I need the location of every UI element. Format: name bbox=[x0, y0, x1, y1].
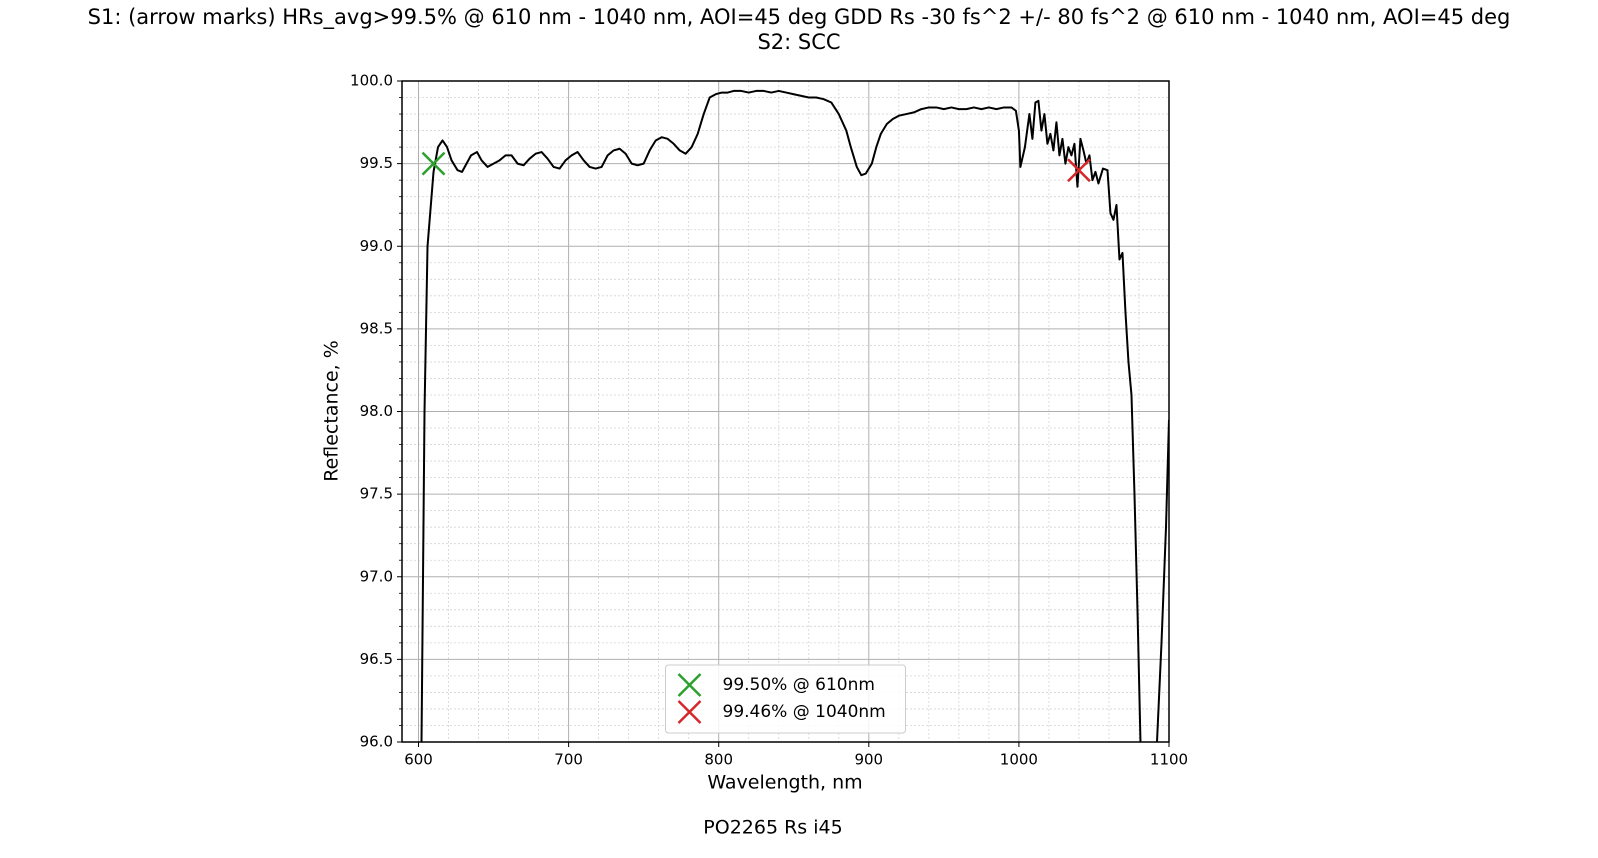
line bbox=[420, 89, 1169, 742]
legend-marker bbox=[677, 673, 702, 697]
y-tick-label: 97.0 bbox=[360, 567, 393, 585]
y-tick-label: 96.5 bbox=[360, 650, 393, 668]
x-tick-label: 1000 bbox=[1000, 751, 1038, 769]
x-tick-label: 600 bbox=[404, 751, 433, 769]
chart-subtitle: S2: SCC bbox=[757, 30, 840, 54]
legend-box bbox=[665, 664, 906, 734]
y-tick-label: 98.5 bbox=[360, 319, 393, 337]
y-tick-label: 97.5 bbox=[360, 485, 393, 503]
y-tick-label: 99.5 bbox=[360, 154, 393, 172]
legend-label: 99.46% @ 1040nm bbox=[723, 702, 886, 722]
y-tick-label: 98.0 bbox=[360, 402, 393, 420]
chart-title: S1: (arrow marks) HRs_avg>99.5% @ 610 nm… bbox=[88, 5, 1511, 30]
x-tick-label: 800 bbox=[704, 751, 733, 769]
marker bbox=[421, 151, 446, 176]
y-tick-label: 100.0 bbox=[350, 72, 393, 90]
y-tick-label: 96.0 bbox=[360, 733, 393, 751]
plot-frame bbox=[401, 80, 1170, 743]
y-axis-label: Reflectance, % bbox=[321, 340, 343, 482]
y-tick-label: 99.0 bbox=[360, 237, 393, 255]
x-tick-label: 1100 bbox=[1150, 751, 1188, 769]
x-axis-label: Wavelength, nm bbox=[707, 772, 862, 794]
x-tick-label: 900 bbox=[854, 751, 883, 769]
plot-area bbox=[420, 89, 1169, 742]
legend-label: 99.50% @ 610nm bbox=[723, 675, 875, 695]
legend-marker bbox=[677, 700, 702, 724]
x-tick-label: 700 bbox=[554, 751, 583, 769]
caption: PO2265 Rs i45 bbox=[703, 817, 842, 839]
marker bbox=[1067, 158, 1091, 183]
